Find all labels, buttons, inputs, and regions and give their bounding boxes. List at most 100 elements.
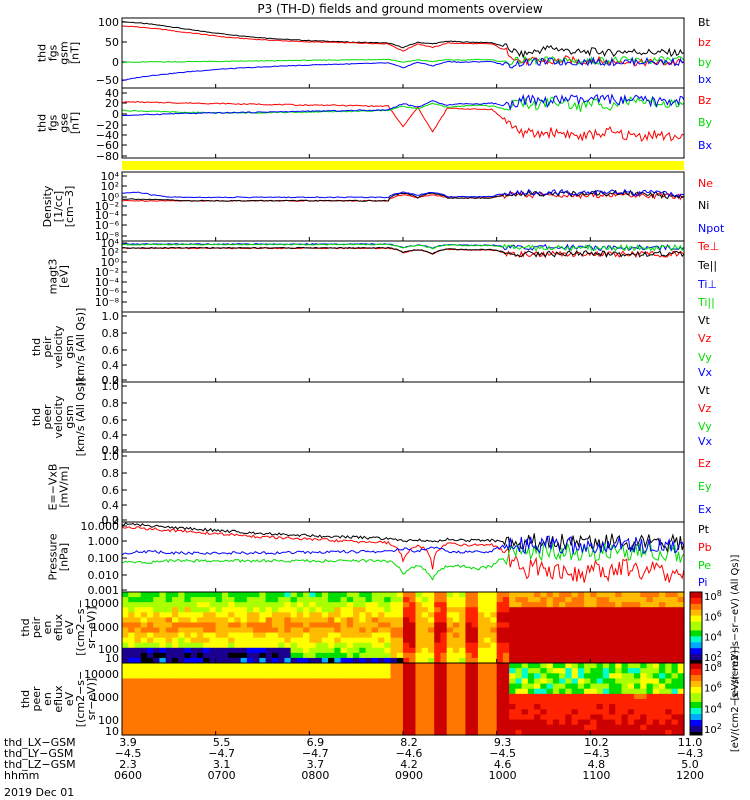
heatmap-cell bbox=[627, 688, 635, 695]
heatmap-cell bbox=[652, 602, 660, 608]
heatmap-cell bbox=[278, 637, 285, 644]
heatmap-cell bbox=[215, 612, 223, 618]
heatmap-cell bbox=[559, 612, 566, 618]
heatmap-cell bbox=[403, 729, 410, 736]
heatmap-cell bbox=[384, 709, 392, 716]
heatmap-cell bbox=[265, 612, 273, 618]
heatmap-cell bbox=[440, 719, 448, 726]
heatmap-cell bbox=[427, 673, 435, 680]
heatmap-cell bbox=[290, 617, 298, 624]
heatmap-cell bbox=[353, 673, 360, 680]
heatmap-cell bbox=[253, 693, 260, 700]
heatmap-cell bbox=[640, 729, 648, 736]
heatmap-cell bbox=[346, 642, 354, 649]
heatmap-cell bbox=[190, 663, 198, 669]
heatmap-cell bbox=[209, 729, 217, 736]
heatmap-cell bbox=[365, 704, 373, 710]
xaxis-value: 5.0 bbox=[681, 758, 699, 771]
heatmap-cell bbox=[396, 642, 404, 649]
heatmap-cell bbox=[328, 592, 335, 598]
heatmap-cell bbox=[671, 597, 679, 603]
ytick-label: 0.6 bbox=[102, 484, 120, 497]
heatmap-cell bbox=[496, 592, 504, 598]
heatmap-cell bbox=[509, 652, 516, 659]
heatmap-cell bbox=[584, 602, 591, 608]
heatmap-cell bbox=[403, 724, 410, 731]
heatmap-cell bbox=[527, 719, 535, 726]
heatmap-cell bbox=[421, 592, 429, 598]
heatmap-cell bbox=[284, 663, 292, 669]
heatmap-cell bbox=[196, 597, 204, 603]
heatmap-cell bbox=[171, 683, 179, 690]
heatmap-cell bbox=[259, 657, 267, 664]
heatmap-cell bbox=[521, 612, 529, 618]
heatmap-cell bbox=[384, 602, 392, 608]
heatmap-cell bbox=[334, 688, 342, 695]
heatmap-cell bbox=[321, 663, 329, 669]
heatmap-cell bbox=[471, 597, 479, 603]
heatmap-cell bbox=[140, 652, 148, 659]
heatmap-cell bbox=[552, 709, 560, 716]
heatmap-cell bbox=[184, 612, 192, 618]
heatmap-cell bbox=[190, 642, 198, 649]
heatmap-cell bbox=[303, 652, 310, 659]
heatmap-cell bbox=[253, 719, 260, 726]
heatmap-cell bbox=[165, 617, 173, 624]
heatmap-cell bbox=[303, 642, 310, 649]
heatmap-cell bbox=[196, 612, 204, 618]
heatmap-cell bbox=[290, 668, 298, 674]
heatmap-cell bbox=[353, 678, 360, 685]
heatmap-cell bbox=[365, 729, 373, 736]
heatmap-cell bbox=[128, 592, 136, 598]
heatmap-cell bbox=[459, 647, 467, 654]
heatmap-cell bbox=[328, 678, 335, 685]
heatmap-cell bbox=[353, 617, 360, 624]
heatmap-cell bbox=[165, 678, 173, 685]
heatmap-cell bbox=[153, 683, 161, 690]
heatmap-cell bbox=[446, 724, 454, 731]
heatmap-cell bbox=[140, 607, 148, 613]
heatmap-cell bbox=[552, 657, 560, 664]
colorbar-segment bbox=[690, 633, 702, 637]
heatmap-cell bbox=[602, 637, 610, 644]
heatmap-cell bbox=[665, 699, 673, 705]
colorbar-tick: 104 bbox=[704, 630, 722, 644]
heatmap-cell bbox=[484, 688, 492, 695]
heatmap-cell bbox=[203, 724, 211, 731]
ytick-label: 50 bbox=[105, 36, 119, 49]
heatmap-cell bbox=[490, 709, 498, 716]
heatmap-cell bbox=[215, 637, 223, 644]
heatmap-cell bbox=[615, 607, 623, 613]
heatmap-cell bbox=[534, 704, 541, 710]
heatmap-cell bbox=[384, 642, 392, 649]
heatmap-cell bbox=[646, 699, 654, 705]
heatmap-cell bbox=[253, 709, 260, 716]
heatmap-cell bbox=[640, 688, 648, 695]
heatmap-cell bbox=[534, 663, 541, 669]
heatmap-cell bbox=[496, 617, 504, 624]
heatmap-cell bbox=[184, 719, 192, 726]
heatmap-cell bbox=[209, 693, 217, 700]
heatmap-cell bbox=[527, 683, 535, 690]
heatmap-cell bbox=[559, 693, 566, 700]
heatmap-cell bbox=[190, 714, 198, 721]
heatmap-cell bbox=[440, 704, 448, 710]
heatmap-cell bbox=[396, 597, 404, 603]
heatmap-cell bbox=[359, 699, 367, 705]
heatmap-cell bbox=[171, 663, 179, 669]
heatmap-cell bbox=[584, 693, 591, 700]
heatmap-cell bbox=[659, 597, 666, 603]
heatmap-cell bbox=[371, 699, 379, 705]
heatmap-cell bbox=[134, 699, 142, 705]
colorbar-segment bbox=[690, 648, 702, 652]
heatmap-cell bbox=[559, 678, 566, 685]
heatmap-cell bbox=[559, 632, 566, 639]
heatmap-cell bbox=[346, 719, 354, 726]
heatmap-cell bbox=[584, 592, 591, 598]
heatmap-cell bbox=[490, 622, 498, 629]
heatmap-cell bbox=[296, 617, 304, 624]
heatmap-cell bbox=[677, 632, 685, 639]
heatmap-cell bbox=[122, 693, 129, 700]
heatmap-cell bbox=[609, 657, 616, 664]
heatmap-cell bbox=[565, 592, 573, 598]
